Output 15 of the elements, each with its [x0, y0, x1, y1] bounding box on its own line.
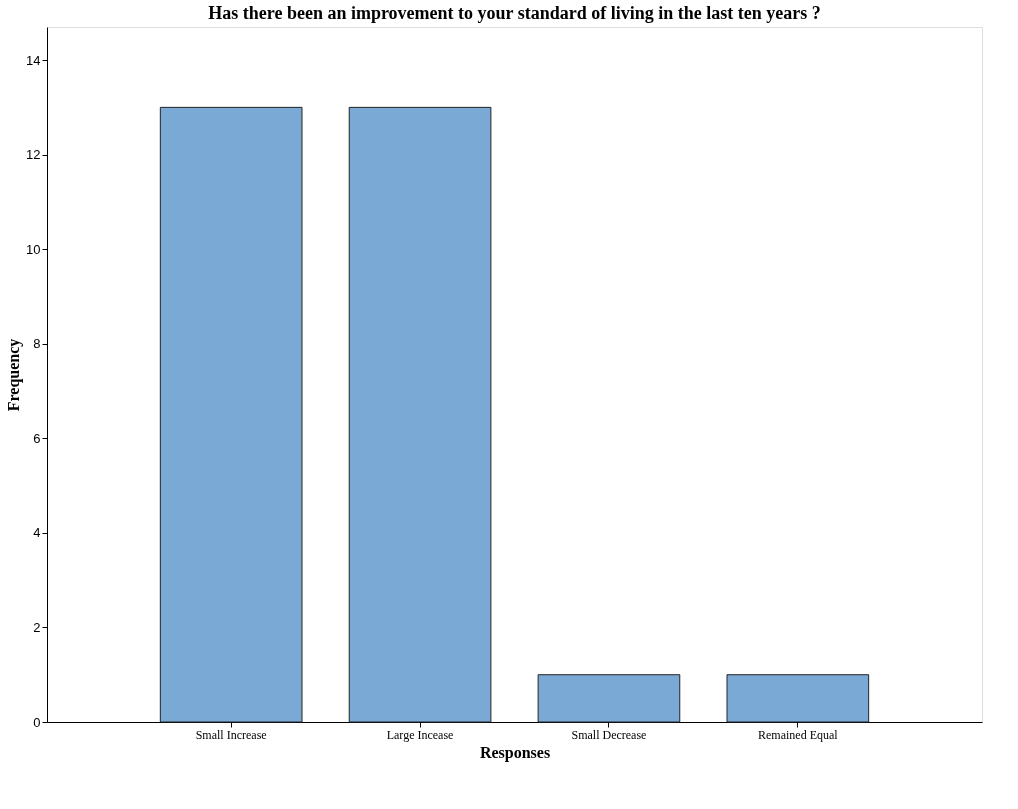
y-tick-label: 4	[33, 525, 41, 541]
y-tick-label: 10	[26, 241, 41, 257]
y-tick-label: 2	[33, 619, 41, 635]
y-tick-label: 12	[26, 147, 41, 163]
chart-title: Has there been an improvement to your standard of living in the last ten years ?	[208, 3, 821, 23]
x-tick-label: Large Incease	[386, 727, 454, 742]
x-tick-label: Small Decrease	[571, 727, 647, 742]
y-tick-label: 14	[26, 52, 41, 68]
x-axis-title: Responses	[479, 743, 551, 762]
x-tick-label: Small Increase	[195, 727, 267, 742]
y-tick-label: 6	[33, 430, 41, 446]
y-tick-label: 0	[33, 714, 41, 730]
y-axis-title: Frequency	[5, 338, 24, 412]
x-tick-label: Remained Equal	[758, 727, 839, 742]
y-tick-label: 8	[33, 336, 41, 352]
